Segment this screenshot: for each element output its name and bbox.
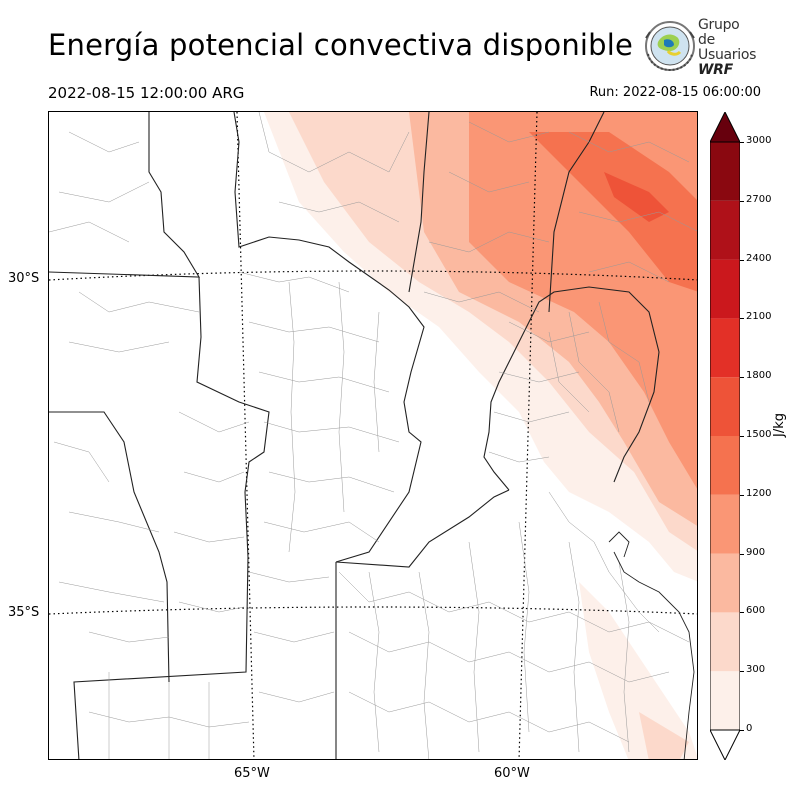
grupo-usuarios-wrf-logo: Grupo de Usuarios WRF (640, 18, 760, 74)
colorbar-tick-mark (740, 142, 744, 143)
colorbar-band (710, 554, 740, 613)
colorbar-tick-mark (740, 201, 744, 202)
colorbar-max-extend (710, 112, 740, 142)
colorbar-band (710, 671, 740, 730)
cape-band-south-0-300 (579, 582, 698, 760)
globe-emblem-icon (640, 18, 698, 74)
colorbar-tick-mark (740, 671, 744, 672)
colorbar-tick-label: 2700 (746, 194, 771, 205)
colorbar-tick-label: 1500 (746, 429, 771, 440)
colorbar-band (710, 201, 740, 260)
lon-label-65w: 65°W (234, 766, 270, 781)
colorbar-tick-mark (740, 436, 744, 437)
colorbar-tick-mark (740, 730, 744, 731)
map-panel (48, 111, 698, 760)
colorbar-tick-label: 300 (746, 664, 765, 675)
cape-shading (264, 112, 698, 760)
lat-label-35s: 35°S (8, 605, 39, 620)
colorbar-tick-label: 3000 (746, 135, 771, 146)
logo-text: Grupo de Usuarios WRF (698, 18, 760, 78)
colorbar-tick-label: 1800 (746, 370, 771, 381)
colorbar-tick-mark (740, 318, 744, 319)
colorbar (710, 112, 740, 760)
colorbar-band (710, 495, 740, 554)
colorbar-band (710, 436, 740, 495)
colorbar-min-extend (710, 730, 740, 760)
valid-time: 2022-08-15 12:00:00 ARG (48, 84, 244, 102)
colorbar-band (710, 260, 740, 319)
colorbar-tick-label: 1200 (746, 488, 771, 499)
colorbar-tick-mark (740, 495, 744, 496)
colorbar-band (710, 612, 740, 671)
lat-label-30s: 30°S (8, 271, 39, 286)
colorbar-tick-label: 600 (746, 605, 765, 616)
colorbar-band (710, 142, 740, 201)
run-time: Run: 2022-08-15 06:00:00 (589, 85, 761, 100)
map-title: Energía potencial convectiva disponible (48, 28, 633, 62)
colorbar-tick-label: 2400 (746, 253, 771, 264)
colorbar-tick-mark (740, 554, 744, 555)
colorbar-tick-mark (740, 377, 744, 378)
cape-map (49, 112, 698, 760)
colorbar-band (710, 377, 740, 436)
colorbar-tick-label: 900 (746, 547, 765, 558)
colorbar-unit: J/kg (772, 413, 787, 437)
colorbar-band (710, 318, 740, 377)
colorbar-tick-mark (740, 612, 744, 613)
lon-label-60w: 60°W (494, 766, 530, 781)
colorbar-tick-mark (740, 260, 744, 261)
colorbar-tick-label: 0 (746, 723, 752, 734)
colorbar-tick-label: 2100 (746, 311, 771, 322)
